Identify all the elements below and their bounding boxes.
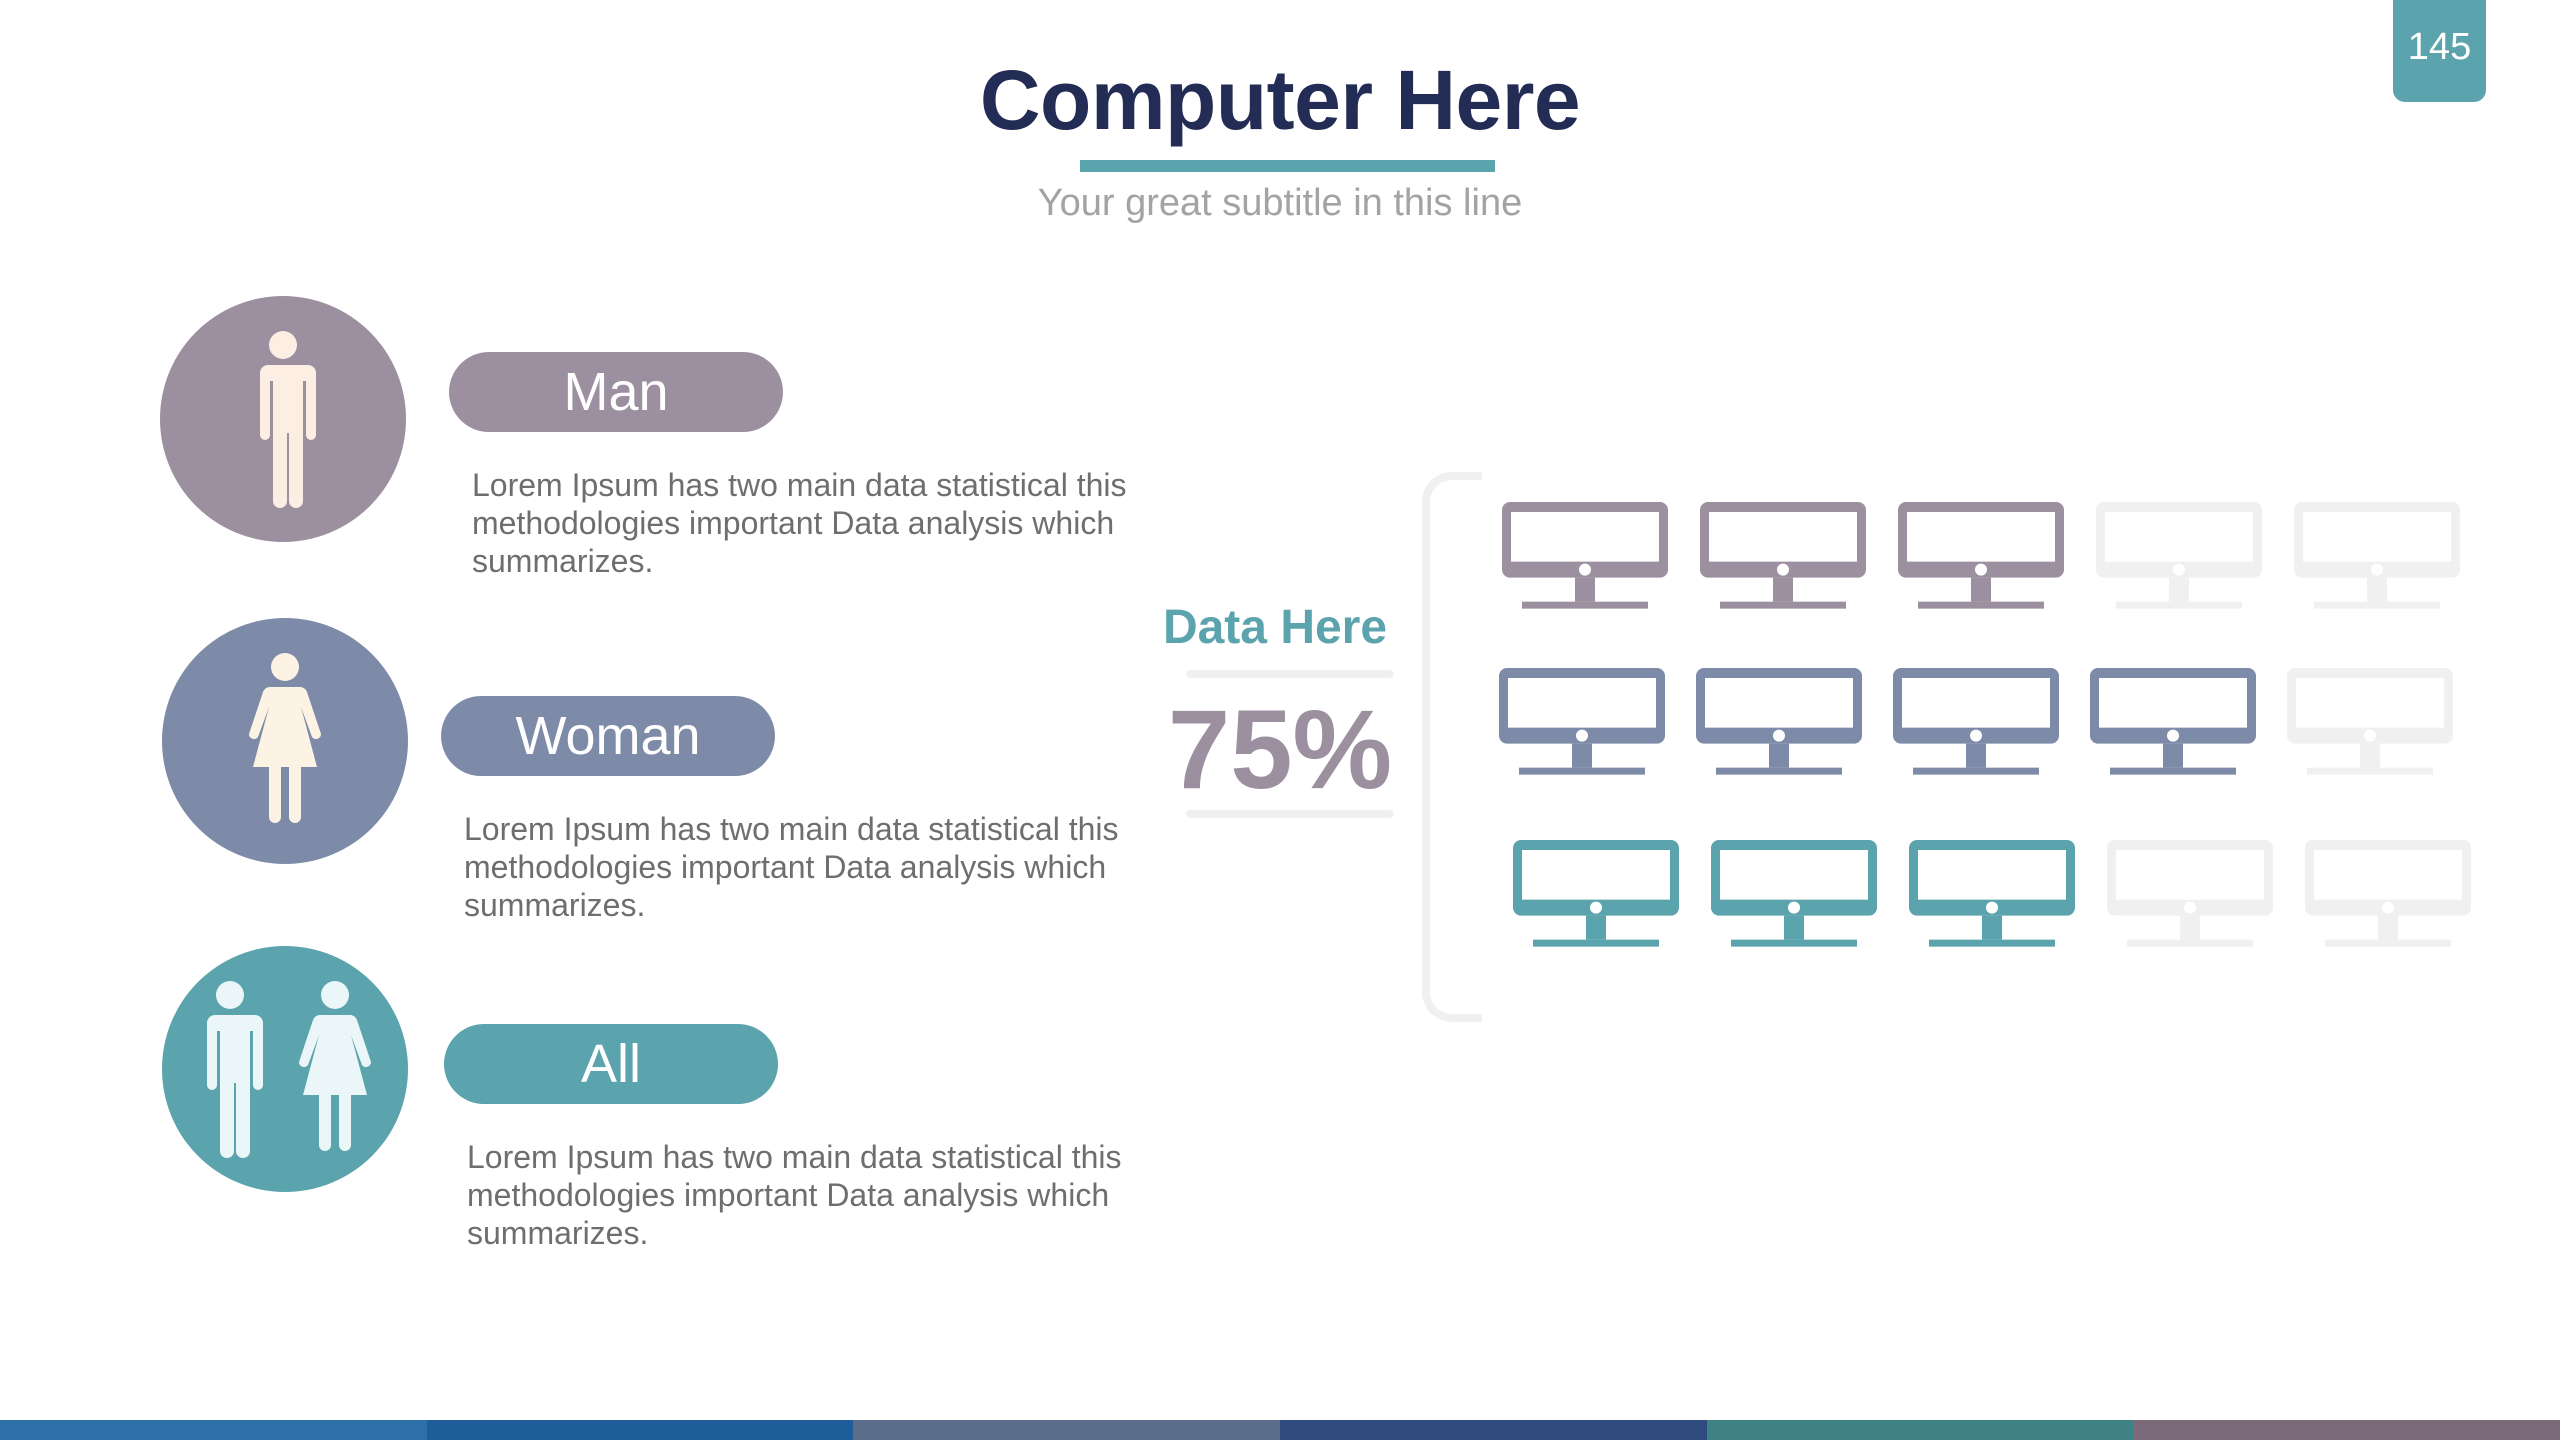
monitor-icon — [1513, 840, 1679, 947]
monitor-icon — [2294, 502, 2460, 609]
bottom-bar-segment — [426, 1420, 854, 1440]
man-circle — [160, 296, 406, 542]
stat-divider-bottom — [1186, 810, 1394, 818]
all-label-pill: All — [444, 1024, 778, 1104]
bottom-bar-segment — [2133, 1420, 2560, 1440]
monitor-icon — [1711, 840, 1877, 947]
bottom-color-bar — [0, 1420, 2560, 1440]
monitor-icon — [1502, 502, 1668, 609]
monitor-icon — [2090, 668, 2256, 775]
woman-circle — [162, 618, 408, 864]
grid-bracket — [1422, 472, 1482, 1022]
page-number: 145 — [2393, 0, 2486, 102]
man-icon — [258, 331, 316, 508]
people-icon — [205, 981, 371, 1158]
woman-description: Lorem Ipsum has two main data statistica… — [464, 811, 1119, 923]
stat-label: Data Here — [1162, 601, 1388, 654]
stat-divider-top — [1186, 670, 1394, 678]
monitor-icon — [1909, 840, 2075, 947]
all-circle — [162, 946, 408, 1192]
all-description: Lorem Ipsum has two main data statistica… — [467, 1139, 1122, 1251]
monitor-icon — [1893, 668, 2059, 775]
bottom-bar-segment — [0, 1420, 427, 1440]
man-label-pill: Man — [449, 352, 783, 432]
monitor-icon — [2096, 502, 2262, 609]
woman-icon — [249, 653, 321, 823]
man-description: Lorem Ipsum has two main data statistica… — [472, 467, 1127, 579]
monitor-icon — [2305, 840, 2471, 947]
monitor-icon — [1898, 502, 2064, 609]
monitor-icon — [1499, 668, 1665, 775]
monitor-icon — [1696, 668, 1862, 775]
bottom-bar-segment — [1280, 1420, 1707, 1440]
bottom-bar-segment — [1706, 1420, 2134, 1440]
bottom-bar-segment — [853, 1420, 1281, 1440]
page-subtitle: Your great subtitle in this line — [1037, 182, 1523, 224]
title-underline — [1080, 160, 1495, 172]
woman-label-pill: Woman — [441, 696, 775, 776]
monitor-icon — [2107, 840, 2273, 947]
monitor-icon — [1700, 502, 1866, 609]
page-title: Computer Here — [979, 53, 1581, 147]
stat-value: 75% — [1167, 687, 1393, 812]
monitor-icon — [2287, 668, 2453, 775]
